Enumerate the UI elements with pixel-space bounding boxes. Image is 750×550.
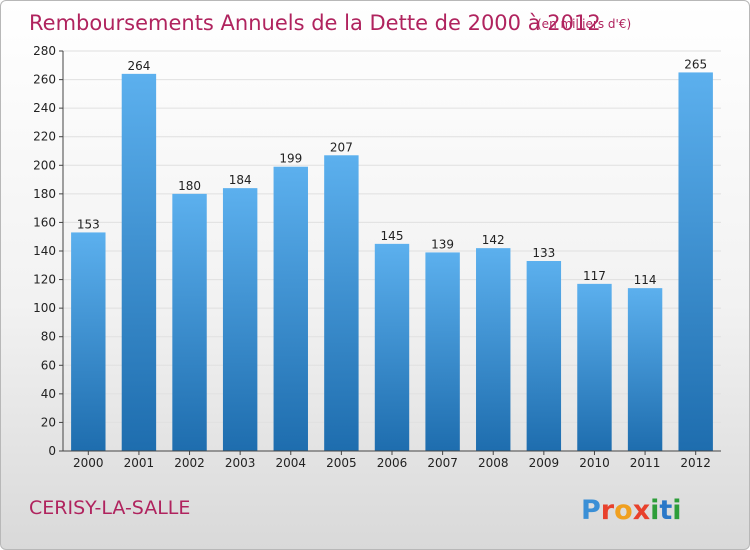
- data-label: 142: [482, 233, 505, 247]
- y-tick-label: 200: [33, 158, 56, 172]
- y-tick-label: 180: [33, 187, 56, 201]
- x-tick-label: 2005: [326, 456, 357, 470]
- x-tick-label: 2012: [680, 456, 711, 470]
- x-tick-label: 2006: [377, 456, 408, 470]
- data-label: 145: [381, 229, 404, 243]
- chart-title: Remboursements Annuels de la Dette de 20…: [29, 11, 601, 35]
- y-tick-label: 220: [33, 130, 56, 144]
- commune-name: CERISY-LA-SALLE: [29, 497, 190, 519]
- chart-subtitle: (en milliers d'€): [537, 17, 631, 31]
- x-tick-label: 2007: [427, 456, 458, 470]
- data-label: 184: [229, 173, 252, 187]
- y-tick-label: 120: [33, 273, 56, 287]
- bar: [172, 193, 207, 451]
- x-tick-label: 2003: [225, 456, 256, 470]
- bar: [273, 166, 308, 451]
- data-label: 265: [684, 57, 707, 71]
- bar: [374, 243, 410, 451]
- y-tick-label: 40: [41, 387, 56, 401]
- axes: 0 20 40 60 80 100 120 140 160 180 200 220 240 260 280 2…: [33, 44, 721, 470]
- bar: [425, 252, 460, 451]
- bar: [324, 155, 359, 452]
- data-label: 117: [583, 269, 606, 283]
- y-tick-label: 80: [41, 330, 56, 344]
- logo-letter: r: [601, 495, 615, 526]
- x-tick-label: 2009: [529, 456, 560, 470]
- logo-letter: P: [581, 495, 601, 526]
- logo-letter: i: [650, 495, 659, 526]
- x-tick-label: 2011: [630, 456, 661, 470]
- y-tick-label: 240: [33, 101, 56, 115]
- bar: [678, 72, 713, 451]
- data-label: 180: [178, 179, 201, 193]
- y-tick-label: 0: [48, 444, 56, 458]
- data-label: 207: [330, 140, 353, 154]
- y-tick-label: 140: [33, 244, 56, 258]
- y-tick-label: 260: [33, 73, 56, 87]
- x-tick-label: 2001: [124, 456, 155, 470]
- data-label: 114: [634, 273, 657, 287]
- data-label: 153: [77, 217, 100, 231]
- logo-letter: i: [672, 495, 681, 526]
- data-label: 264: [127, 59, 150, 73]
- x-tick-label: 2000: [73, 456, 104, 470]
- data-label: 133: [532, 246, 555, 260]
- x-tick-label: 2004: [275, 456, 306, 470]
- bar: [577, 283, 612, 451]
- bar: [121, 73, 157, 451]
- data-label: 139: [431, 237, 454, 251]
- y-tick-label: 100: [33, 301, 56, 315]
- logo-letter: x: [633, 495, 650, 526]
- bar: [222, 188, 258, 451]
- x-tick-label: 2002: [174, 456, 205, 470]
- bar: [476, 248, 511, 451]
- data-label: 199: [279, 152, 302, 166]
- y-tick-label: 160: [33, 215, 56, 229]
- logo-letter: t: [659, 495, 672, 526]
- bar: [526, 261, 562, 451]
- y-tick-label: 20: [41, 415, 56, 429]
- x-tick-label: 2008: [478, 456, 509, 470]
- y-tick-label: 280: [33, 44, 56, 58]
- bar: [627, 288, 663, 451]
- bar: [71, 232, 106, 451]
- bars: 153 264 180 184 199 207 145 139 142 133 117 114 265: [71, 57, 713, 452]
- proxiti-logo: Proxiti: [581, 495, 682, 526]
- x-tick-label: 2010: [579, 456, 610, 470]
- logo-letter: o: [614, 495, 633, 526]
- y-tick-label: 60: [41, 358, 56, 372]
